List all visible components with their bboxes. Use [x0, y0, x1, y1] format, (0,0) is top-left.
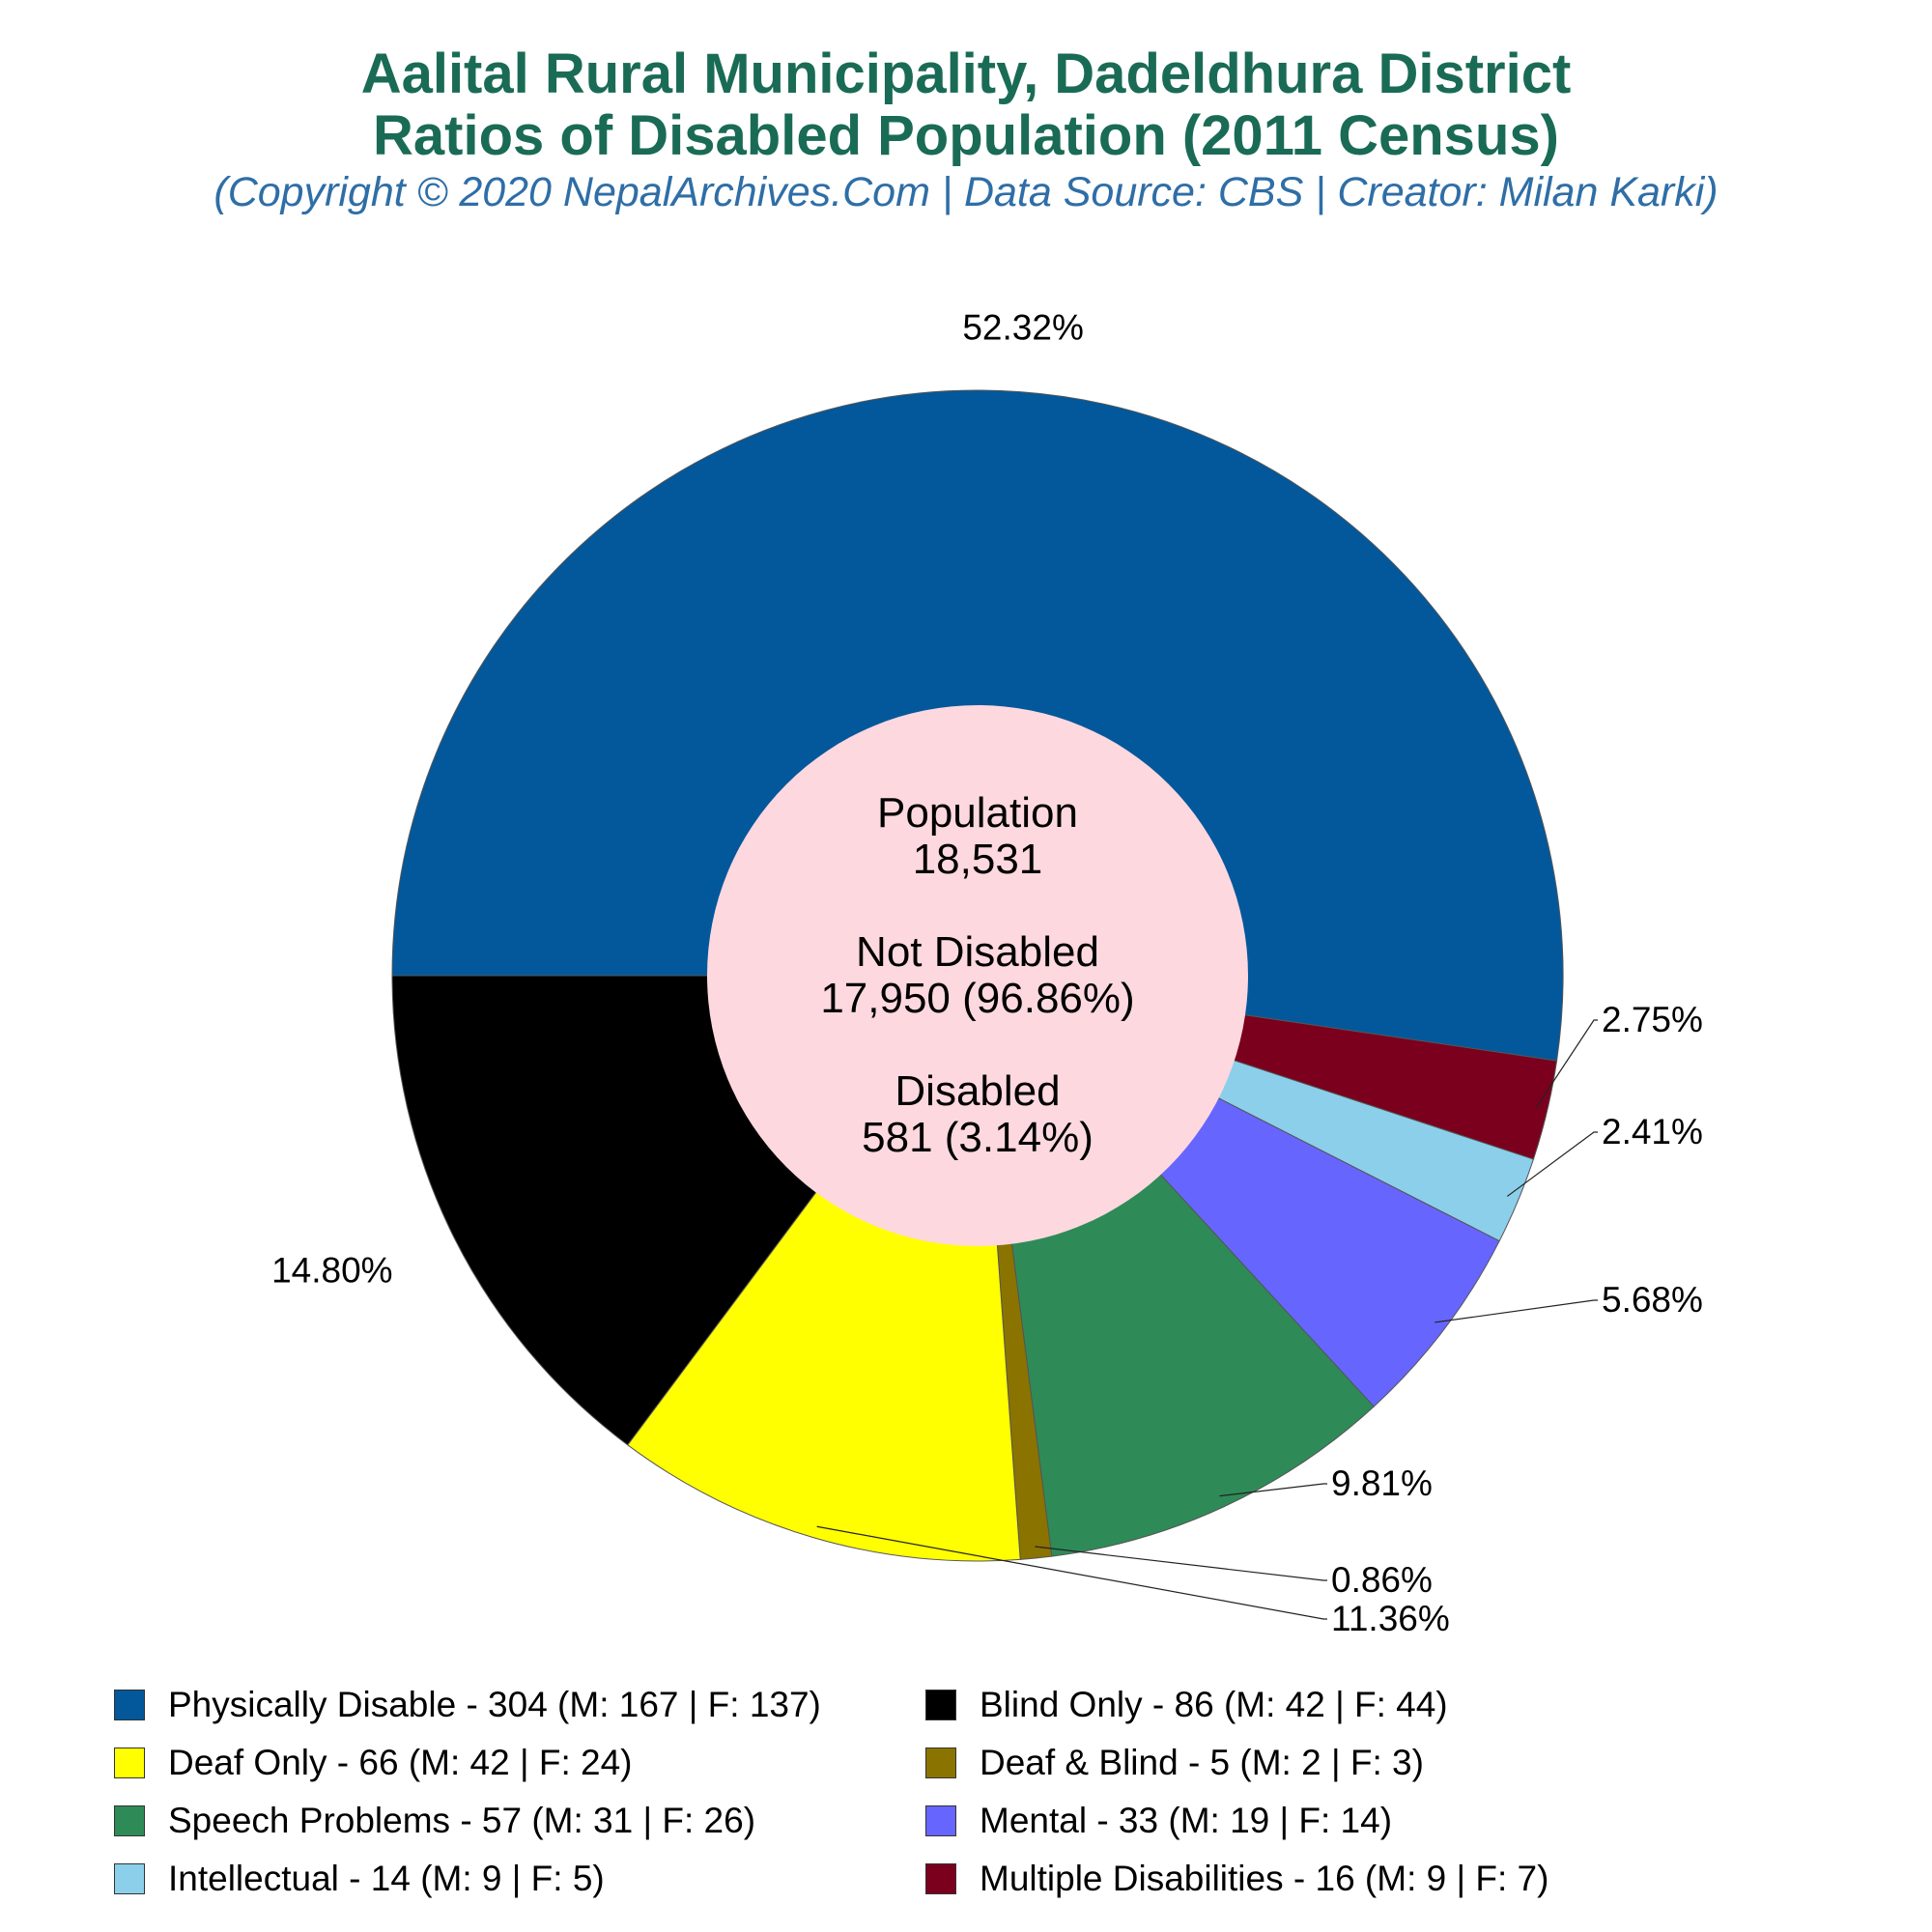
center-text-line: Not Disabled [856, 928, 1099, 976]
legend-label: Mental - 33 (M: 19 | F: 14) [980, 1801, 1393, 1840]
slice-label-speech-problems: 9.81% [1331, 1463, 1433, 1503]
slice-label-blind-only: 14.80% [271, 1251, 393, 1291]
leader-line-deaf-and-blind [1035, 1546, 1327, 1581]
chart-credit: (Copyright © 2020 NepalArchives.Com | Da… [213, 169, 1719, 215]
slice-label-deaf-only: 11.36% [1331, 1599, 1450, 1638]
legend-item-intellectual: Intellectual - 14 (M: 9 | F: 5) [114, 1850, 605, 1908]
legend-item-speech-problems: Speech Problems - 57 (M: 31 | F: 26) [114, 1792, 755, 1850]
legend-swatch [925, 1863, 956, 1894]
slice-label-mental: 5.68% [1602, 1280, 1703, 1320]
legend-label: Blind Only - 86 (M: 42 | F: 44) [980, 1685, 1448, 1724]
legend-label: Deaf Only - 66 (M: 42 | F: 24) [168, 1743, 633, 1782]
legend-item-multiple-disabilities: Multiple Disabilities - 16 (M: 9 | F: 7) [925, 1850, 1548, 1908]
center-text-line: Disabled [895, 1067, 1060, 1115]
leader-line-deaf-only [816, 1525, 1327, 1620]
center-text-line: Population [877, 789, 1078, 837]
slice-label-intellectual: 2.41% [1602, 1112, 1703, 1151]
center-disc [707, 705, 1248, 1246]
legend-item-deaf-only: Deaf Only - 66 (M: 42 | F: 24) [114, 1734, 633, 1792]
slice-label-physically-disable: 52.32% [962, 308, 1084, 348]
legend-swatch [114, 1747, 145, 1778]
leader-line-mental [1435, 1299, 1598, 1323]
center-text-line: 18,531 [913, 836, 1043, 883]
legend-item-deaf-and-blind: Deaf & Blind - 5 (M: 2 | F: 3) [925, 1734, 1424, 1792]
legend-item-mental: Mental - 33 (M: 19 | F: 14) [925, 1792, 1392, 1850]
leader-line-multiple-disabilities [1535, 1019, 1598, 1109]
slice-label-deaf-and-blind: 0.86% [1331, 1560, 1433, 1600]
legend-label: Speech Problems - 57 (M: 31 | F: 26) [168, 1801, 756, 1840]
legend-swatch [114, 1805, 145, 1836]
legend-swatch [925, 1805, 956, 1836]
chart-title: Aalital Rural Municipality, Dadeldhura D… [360, 43, 1572, 105]
leader-line-speech-problems [1219, 1483, 1327, 1497]
legend-swatch [114, 1863, 145, 1894]
legend-swatch [925, 1747, 956, 1778]
legend-label: Intellectual - 14 (M: 9 | F: 5) [168, 1859, 605, 1898]
legend-item-blind-only: Blind Only - 86 (M: 42 | F: 44) [925, 1676, 1448, 1734]
center-text-line: 17,950 (96.86%) [820, 975, 1134, 1022]
chart-subtitle: Ratios of Disabled Population (2011 Cens… [373, 104, 1559, 167]
legend-item-physically-disable: Physically Disable - 304 (M: 167 | F: 13… [114, 1676, 821, 1734]
leader-line-intellectual [1506, 1131, 1598, 1197]
legend-swatch [114, 1690, 145, 1720]
slice-label-multiple-disabilities: 2.75% [1602, 1000, 1703, 1039]
legend-label: Multiple Disabilities - 16 (M: 9 | F: 7) [980, 1859, 1549, 1898]
legend-label: Deaf & Blind - 5 (M: 2 | F: 3) [980, 1743, 1424, 1782]
center-text-line: 581 (3.14%) [862, 1114, 1094, 1161]
legend-swatch [925, 1690, 956, 1720]
legend-label: Physically Disable - 304 (M: 167 | F: 13… [168, 1685, 821, 1724]
